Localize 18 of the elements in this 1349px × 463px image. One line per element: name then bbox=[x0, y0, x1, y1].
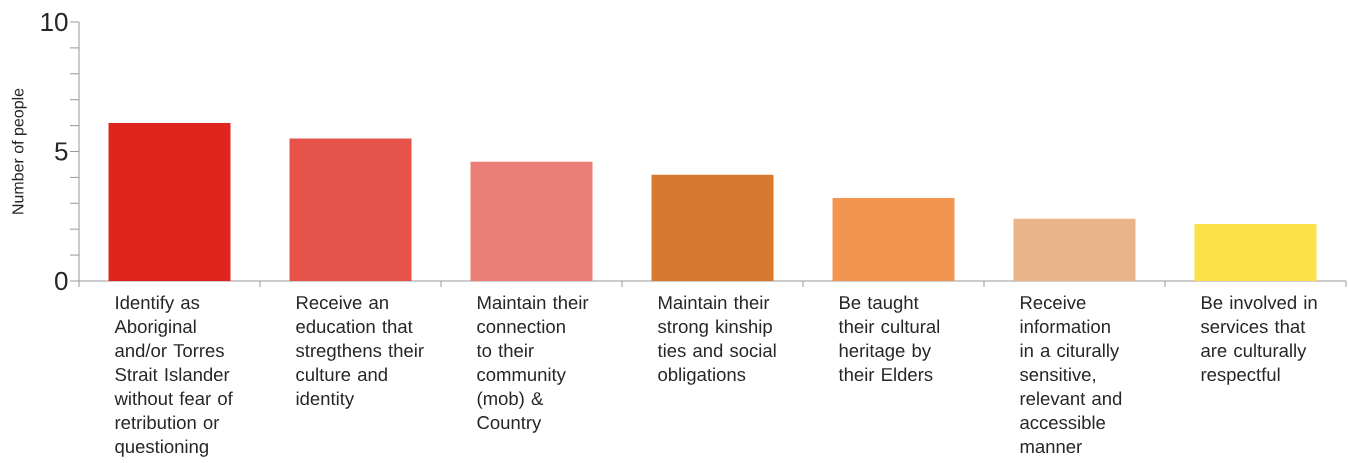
bar bbox=[1194, 224, 1317, 281]
bar bbox=[470, 161, 593, 281]
y-axis-title: Number of people bbox=[11, 88, 27, 214]
x-tick-label: Identify as Aboriginal and/or Torres Strait Islander without fear of retribution or questioning bbox=[114, 295, 233, 457]
x-tick-label: Maintain their strong kinship ties and social obligations bbox=[657, 295, 776, 385]
x-tick-label: Maintain their connection to their community (mob) & Country bbox=[476, 295, 589, 433]
bar bbox=[651, 174, 774, 281]
x-tick-label: Be taught their cultural heritage by their Elders bbox=[838, 295, 940, 382]
bar bbox=[1013, 218, 1136, 281]
y-tick-label: 10 bbox=[41, 12, 68, 32]
x-tick-label: Receive an education that stregthens their culture and identity bbox=[296, 295, 424, 409]
x-tick-label: Receive information in a citurally sensitive, relevant and accessible manner bbox=[1020, 295, 1122, 454]
bar bbox=[289, 138, 412, 281]
bar bbox=[832, 198, 955, 281]
x-tick-label: Be involved in services that are culturally respectful bbox=[1201, 295, 1317, 385]
y-tick-label: 5 bbox=[55, 142, 68, 161]
y-tick-label: 0 bbox=[55, 271, 68, 291]
bar bbox=[108, 123, 231, 281]
